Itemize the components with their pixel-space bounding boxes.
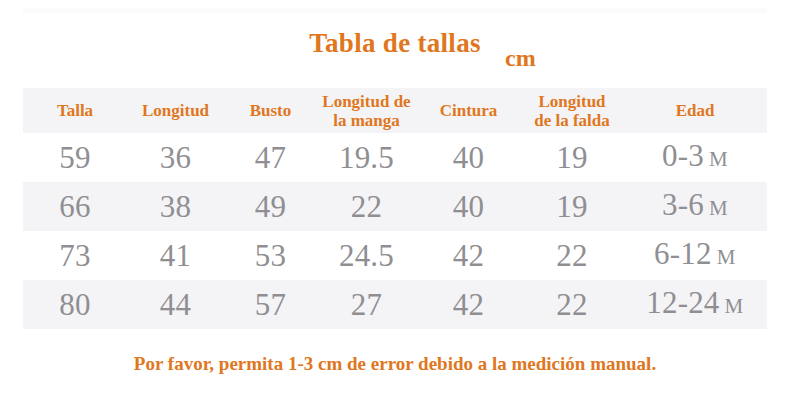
header-row: Talla Longitud Busto Longitud de la mang… xyxy=(23,88,767,133)
cell-longitud-manga: 27 xyxy=(317,280,416,329)
header-line: de la falda xyxy=(523,111,621,130)
col-header-busto: Busto xyxy=(224,88,317,133)
footer-note: Por favor, permita 1-3 cm de error debid… xyxy=(0,351,790,376)
header-line: Cintura xyxy=(418,101,519,120)
cell-longitud-falda: 22 xyxy=(521,280,623,329)
age-range: 6-12 xyxy=(654,236,712,271)
age-range: 3-6 xyxy=(662,187,704,222)
cell-talla: 59 xyxy=(23,133,127,182)
header-line: Busto xyxy=(226,101,315,120)
cell-cintura: 40 xyxy=(416,182,521,231)
cell-busto: 57 xyxy=(224,280,317,329)
cell-longitud-manga: 19.5 xyxy=(317,133,416,182)
header-line: Longitud xyxy=(523,92,621,111)
cell-longitud-falda: 19 xyxy=(521,182,623,231)
header-line: la manga xyxy=(319,111,414,130)
table-row: 66 38 49 22 40 19 3-6M xyxy=(23,182,767,231)
cell-cintura: 42 xyxy=(416,280,521,329)
header-line: Longitud de xyxy=(319,92,414,111)
cell-longitud: 38 xyxy=(127,182,224,231)
size-table: Talla Longitud Busto Longitud de la mang… xyxy=(23,88,767,329)
col-header-longitud-falda: Longitud de la falda xyxy=(521,88,623,133)
table-row: 59 36 47 19.5 40 19 0-3M xyxy=(23,133,767,182)
top-divider xyxy=(23,8,767,13)
age-range: 0-3 xyxy=(662,138,704,173)
age-unit: M xyxy=(709,147,728,171)
cell-talla: 80 xyxy=(23,280,127,329)
table-row: 80 44 57 27 42 22 12-24M xyxy=(23,280,767,329)
cell-longitud-manga: 24.5 xyxy=(317,231,416,280)
cell-longitud: 44 xyxy=(127,280,224,329)
cell-cintura: 42 xyxy=(416,231,521,280)
cell-busto: 53 xyxy=(224,231,317,280)
header-line: Edad xyxy=(625,101,765,120)
col-header-talla: Talla xyxy=(23,88,127,133)
cell-talla: 66 xyxy=(23,182,127,231)
col-header-longitud: Longitud xyxy=(127,88,224,133)
cell-cintura: 40 xyxy=(416,133,521,182)
cell-edad: 12-24M xyxy=(623,280,767,329)
header-line: Longitud xyxy=(129,101,222,120)
age-unit: M xyxy=(709,196,728,220)
table-row: 73 41 53 24.5 42 22 6-12M xyxy=(23,231,767,280)
col-header-edad: Edad xyxy=(623,88,767,133)
page-title: Tabla de tallas xyxy=(0,26,790,60)
col-header-longitud-manga: Longitud de la manga xyxy=(317,88,416,133)
header-line: Talla xyxy=(25,101,125,120)
cell-edad: 3-6M xyxy=(623,182,767,231)
cell-longitud: 41 xyxy=(127,231,224,280)
cell-longitud-falda: 19 xyxy=(521,133,623,182)
cell-longitud: 36 xyxy=(127,133,224,182)
cell-edad: 0-3M xyxy=(623,133,767,182)
age-range: 12-24 xyxy=(646,285,719,320)
unit-label: cm xyxy=(505,44,536,72)
cell-longitud-manga: 22 xyxy=(317,182,416,231)
age-unit: M xyxy=(725,294,744,318)
cell-busto: 47 xyxy=(224,133,317,182)
col-header-cintura: Cintura xyxy=(416,88,521,133)
age-unit: M xyxy=(717,245,736,269)
cell-talla: 73 xyxy=(23,231,127,280)
cell-longitud-falda: 22 xyxy=(521,231,623,280)
cell-busto: 49 xyxy=(224,182,317,231)
cell-edad: 6-12M xyxy=(623,231,767,280)
